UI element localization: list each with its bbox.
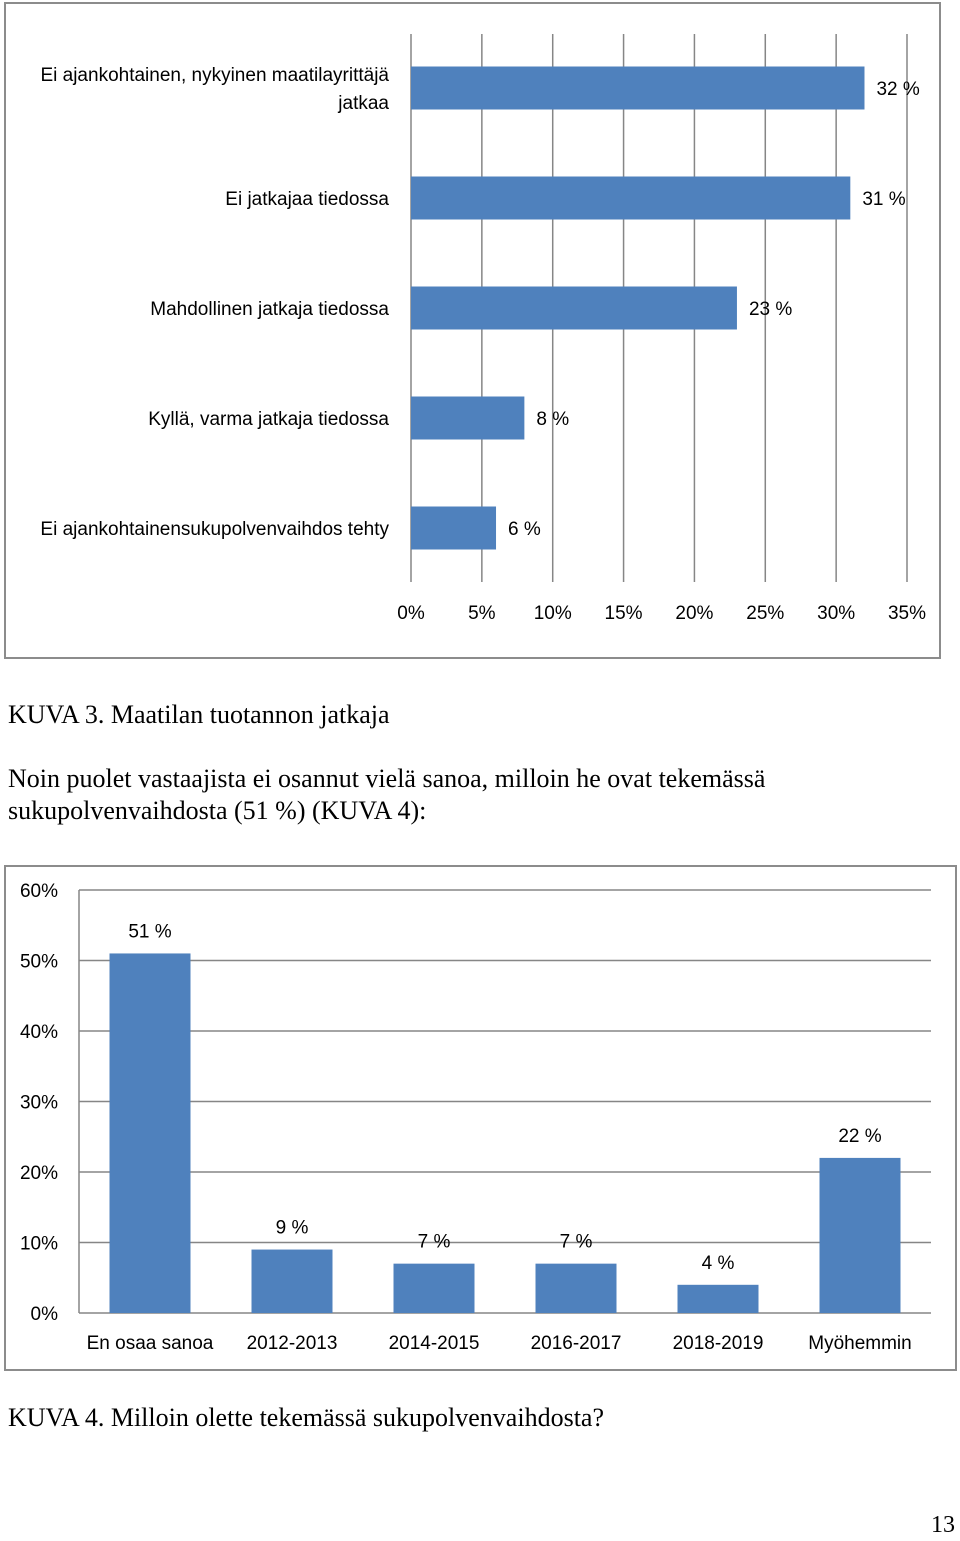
x-tick-label: 35%: [888, 603, 926, 624]
x-tick-label: 10%: [534, 603, 572, 624]
bar: [535, 1263, 617, 1313]
y-tick-label: 60%: [20, 881, 58, 902]
data-label: 7 %: [418, 1232, 451, 1253]
data-label: 6 %: [508, 519, 541, 540]
x-tick-label: 2016-2017: [531, 1333, 622, 1354]
bar: [411, 176, 851, 220]
x-tick-label: 15%: [605, 603, 643, 624]
page-number: 13: [931, 1512, 955, 1538]
category-label: Mahdollinen jatkaja tiedossa: [150, 299, 389, 320]
bar: [393, 1263, 475, 1313]
x-tick-label: 2018-2019: [673, 1333, 764, 1354]
figure-caption-4: KUVA 4. Milloin olette tekemässä sukupol…: [8, 1403, 604, 1432]
x-tick-label: 0%: [397, 603, 425, 624]
y-tick-label: 0%: [31, 1304, 59, 1325]
bar: [819, 1157, 901, 1313]
data-label: 32 %: [876, 79, 919, 100]
data-label: 51 %: [128, 921, 171, 942]
chart-2: 0% 10% 20% 30% 40% 50% 60% 51 % En osaa sanoa 9 %…: [4, 865, 957, 1371]
data-label: 4 %: [702, 1253, 735, 1274]
chart-1-svg: 0% 5% 10% 15% 20% 25% 30% 35% 32 % Ei ajankohtain…: [4, 2, 941, 659]
y-tick-label: 40%: [20, 1022, 58, 1043]
x-tick-label: 2012-2013: [247, 1333, 338, 1354]
data-label: 23 %: [749, 299, 792, 320]
data-label: 8 %: [536, 409, 569, 430]
bar: [251, 1249, 333, 1313]
category-label: Ei ajankohtainen, nykyinen maatilayrittä…: [40, 65, 389, 86]
data-label: 7 %: [560, 1232, 593, 1253]
data-label: 31 %: [862, 189, 905, 210]
data-label: 9 %: [276, 1218, 309, 1239]
x-tick-label: En osaa sanoa: [87, 1333, 214, 1354]
y-tick-label: 50%: [20, 952, 58, 973]
x-tick-label: 5%: [468, 603, 496, 624]
figure-caption-3: KUVA 3. Maatilan tuotannon jatkaja: [8, 700, 390, 729]
y-tick-label: 10%: [20, 1234, 58, 1255]
category-label: Ei ajankohtainensukupolvenvaihdos tehty: [40, 519, 389, 540]
x-tick-label: Myöhemmin: [808, 1333, 911, 1354]
bar: [411, 396, 525, 440]
chart-2-svg: 0% 10% 20% 30% 40% 50% 60% 51 % En osaa sanoa 9 %…: [4, 865, 957, 1371]
x-tick-label: 30%: [817, 603, 855, 624]
bar: [677, 1284, 759, 1313]
category-label: Kyllä, varma jatkaja tiedossa: [148, 409, 389, 430]
bar: [411, 66, 865, 110]
category-label: jatkaa: [337, 93, 389, 114]
y-tick-label: 30%: [20, 1093, 58, 1114]
x-tick-label: 25%: [746, 603, 784, 624]
chart-1: 0% 5% 10% 15% 20% 25% 30% 35% 32 % Ei ajankohtain…: [4, 2, 941, 659]
y-tick-label: 20%: [20, 1163, 58, 1184]
x-tick-label: 2014-2015: [389, 1333, 480, 1354]
x-tick-label: 20%: [675, 603, 713, 624]
bar: [411, 506, 497, 550]
category-label: Ei jatkajaa tiedossa: [225, 189, 389, 210]
bar: [109, 953, 191, 1313]
data-label: 22 %: [838, 1126, 881, 1147]
bar: [411, 286, 737, 330]
body-paragraph: Noin puolet vastaajista ei osannut vielä…: [8, 764, 766, 825]
